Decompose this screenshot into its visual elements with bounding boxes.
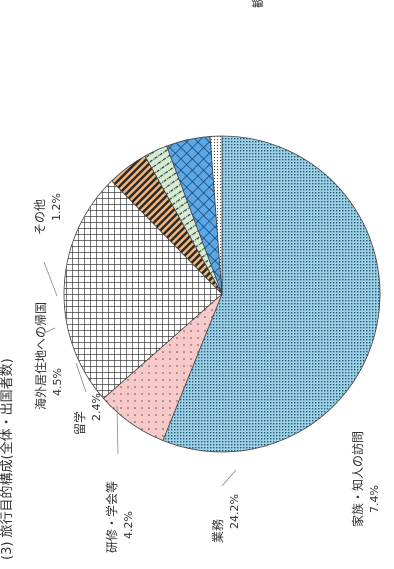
slice-category-label: 海外居住地への帰国 <box>33 302 48 410</box>
slice-label: 観光・レジャー56.1% <box>251 0 265 8</box>
slice-label: その他 1.2% <box>33 193 63 235</box>
pie-slice <box>209 135 223 295</box>
leader-line <box>221 469 237 487</box>
leader-line <box>75 362 87 393</box>
leader-line <box>43 327 56 334</box>
slice-category-label: 業務 <box>211 519 225 543</box>
leader-line <box>116 405 119 455</box>
slice-value-label: 4.5% <box>51 368 64 396</box>
slice-category-label: 研修・学会等 <box>104 481 119 553</box>
leader-lines <box>43 261 237 487</box>
pie-slice <box>63 180 223 400</box>
pie-slices <box>63 135 381 453</box>
slice-value-label: 24.2% <box>228 494 241 529</box>
slice-value-label: 4.2% <box>122 511 135 539</box>
slice-label: 研修・学会等 4.2% <box>104 481 135 553</box>
chart-title: (3) 旅行目的構成(全体・出国者数) <box>0 358 15 560</box>
slice-label: 海外居住地への帰国 4.5% <box>33 302 64 410</box>
slice-category-label: その他 <box>33 199 47 235</box>
slice-category-label: 家族・知人の訪問 <box>350 431 365 527</box>
slice-category-label: 留学 <box>72 411 87 435</box>
slice-label: 留学2.4% <box>72 393 103 435</box>
slice-value-label: 2.4% <box>90 393 103 421</box>
slice-category-label: 観光・レジャー <box>251 0 265 8</box>
slice-value-label: 7.4% <box>368 485 381 513</box>
pie-slice <box>162 135 381 453</box>
slice-value-label: 1.2% <box>50 193 63 221</box>
slice-label: 家族・知人の訪問 7.4% <box>350 431 381 527</box>
leader-line <box>43 261 58 297</box>
